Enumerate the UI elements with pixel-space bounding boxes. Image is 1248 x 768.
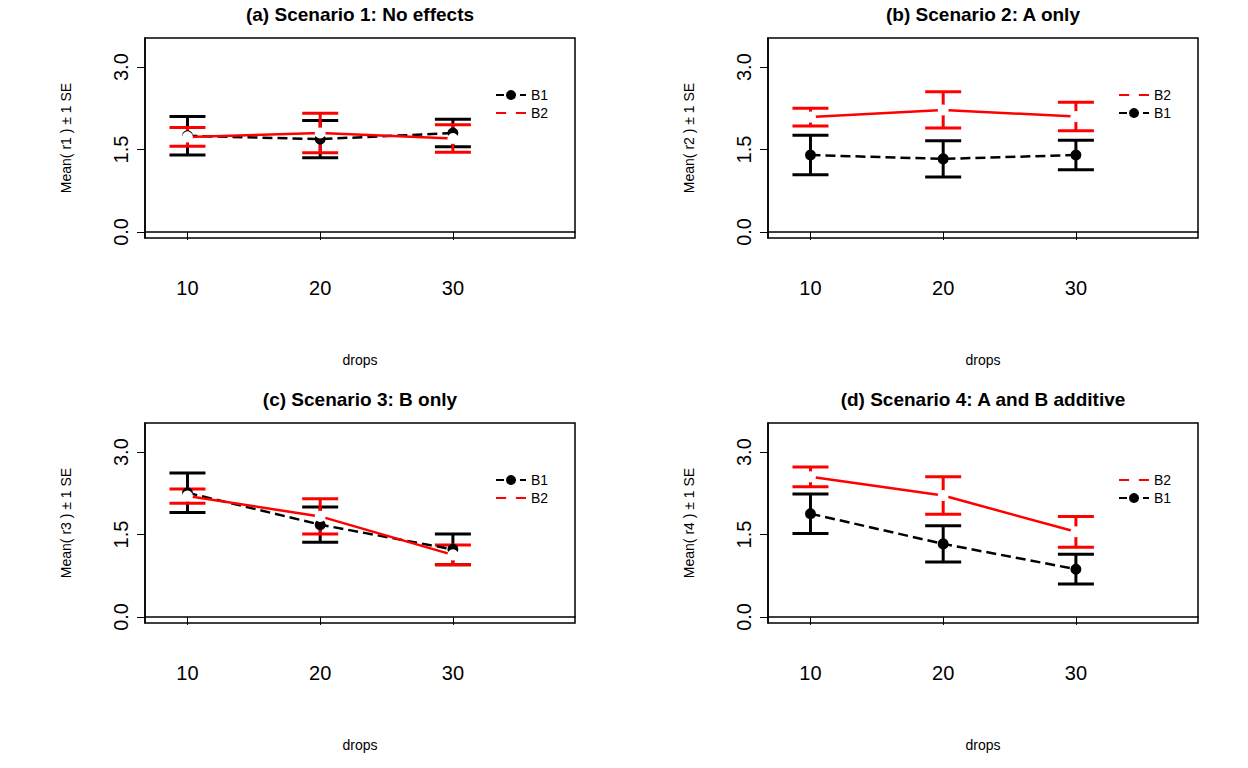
svg-text:Mean( r1 ) ± 1 SE: Mean( r1 ) ± 1 SE [58, 83, 74, 193]
svg-text:0.0: 0.0 [733, 603, 755, 631]
svg-text:20: 20 [309, 277, 331, 299]
svg-text:(d) Scenario 4: A and B additi: (d) Scenario 4: A and B additive [841, 389, 1126, 410]
svg-text:B1: B1 [1154, 105, 1171, 121]
svg-text:30: 30 [442, 662, 464, 684]
svg-text:B1: B1 [531, 472, 548, 488]
svg-text:1.5: 1.5 [733, 521, 755, 549]
svg-text:B1: B1 [531, 87, 548, 103]
svg-text:0.0: 0.0 [110, 603, 132, 631]
svg-text:10: 10 [176, 662, 198, 684]
svg-text:30: 30 [442, 277, 464, 299]
svg-text:3.0: 3.0 [733, 438, 755, 466]
svg-text:Mean( r2 ) ± 1 SE: Mean( r2 ) ± 1 SE [681, 83, 697, 193]
svg-text:B2: B2 [1154, 472, 1171, 488]
svg-text:Mean( r4 ) ± 1 SE: Mean( r4 ) ± 1 SE [681, 468, 697, 578]
svg-text:Mean( r3 ) ± 1 SE: Mean( r3 ) ± 1 SE [58, 468, 74, 578]
svg-text:10: 10 [799, 662, 821, 684]
svg-text:3.0: 3.0 [110, 438, 132, 466]
svg-text:1.5: 1.5 [110, 136, 132, 164]
svg-text:1.5: 1.5 [110, 521, 132, 549]
svg-text:0.0: 0.0 [110, 218, 132, 246]
svg-text:10: 10 [176, 277, 198, 299]
svg-text:(c) Scenario 3: B only: (c) Scenario 3: B only [263, 389, 458, 410]
svg-text:3.0: 3.0 [110, 53, 132, 81]
svg-text:drops: drops [965, 737, 1000, 753]
svg-text:B2: B2 [1154, 87, 1171, 103]
svg-text:20: 20 [309, 662, 331, 684]
svg-text:(a) Scenario 1: No effects: (a) Scenario 1: No effects [246, 4, 474, 25]
svg-text:B2: B2 [531, 490, 548, 506]
svg-text:30: 30 [1065, 277, 1087, 299]
svg-text:(b) Scenario 2: A only: (b) Scenario 2: A only [886, 4, 1080, 25]
svg-text:drops: drops [342, 352, 377, 368]
svg-text:drops: drops [342, 737, 377, 753]
svg-text:3.0: 3.0 [733, 53, 755, 81]
svg-text:0.0: 0.0 [733, 218, 755, 246]
svg-text:20: 20 [932, 277, 954, 299]
svg-text:10: 10 [799, 277, 821, 299]
svg-text:1.5: 1.5 [733, 136, 755, 164]
svg-text:20: 20 [932, 662, 954, 684]
svg-text:drops: drops [965, 352, 1000, 368]
svg-text:B1: B1 [1154, 490, 1171, 506]
svg-text:B2: B2 [531, 105, 548, 121]
svg-text:30: 30 [1065, 662, 1087, 684]
